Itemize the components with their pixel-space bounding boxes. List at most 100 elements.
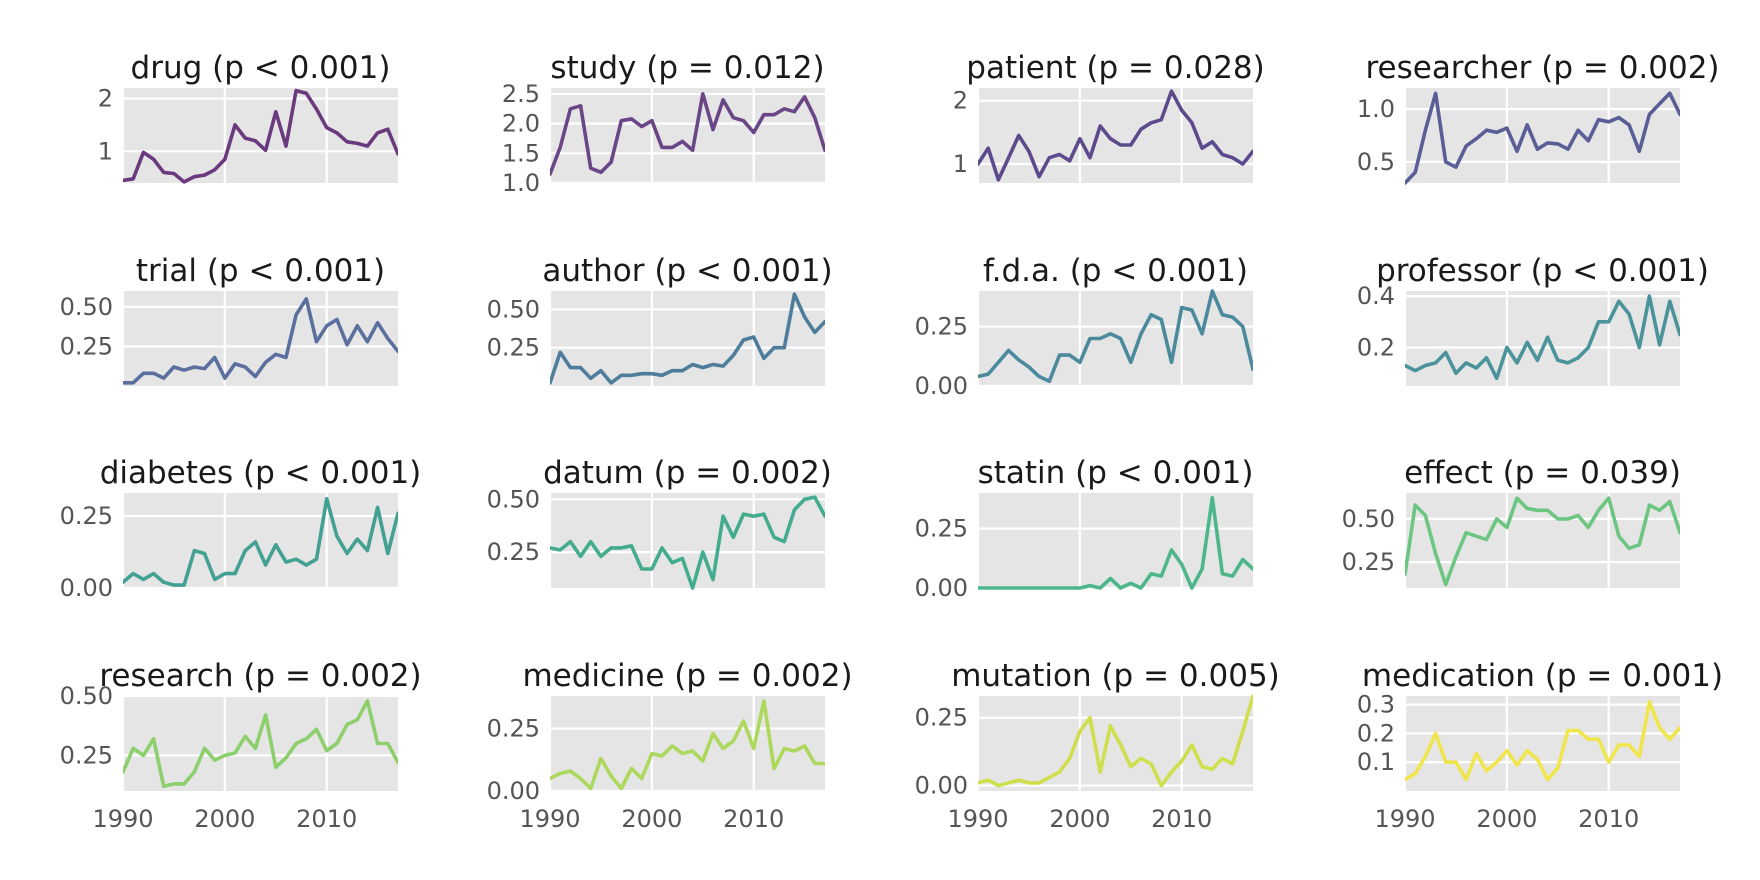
panel-title: trial (p < 0.001) xyxy=(136,253,385,289)
y-tick-label: 2 xyxy=(953,87,968,115)
panel-12: research (p = 0.002) 0.25 0.50 1990 2000 2010 xyxy=(60,658,422,833)
y-tick-label: 0.00 xyxy=(915,772,968,800)
y-tick-label: 0.00 xyxy=(487,777,540,805)
series-line xyxy=(978,289,1253,384)
series-line xyxy=(550,92,825,176)
y-tick-label: 1 xyxy=(953,150,968,178)
y-tick-label: 1.5 xyxy=(502,139,540,167)
panel-title: patient (p = 0.028) xyxy=(966,50,1264,86)
plot-area xyxy=(1405,291,1680,386)
panel-0: drug (p < 0.001) 1 2 xyxy=(98,50,398,184)
panel-10: statin (p < 0.001) 0.00 0.25 xyxy=(915,455,1254,602)
y-tick-label: 2 xyxy=(98,85,113,113)
plot-area xyxy=(978,88,1253,183)
panel-7: professor (p < 0.001) 0.2 0.4 xyxy=(1357,253,1709,386)
panel-3: researcher (p = 0.002) 0.5 1.0 xyxy=(1357,50,1720,185)
panel-title: researcher (p = 0.002) xyxy=(1365,50,1719,86)
plot-area xyxy=(123,696,398,791)
y-tick-label: 0.25 xyxy=(60,502,113,530)
series-line xyxy=(1405,91,1680,185)
y-tick-label: 0.25 xyxy=(915,515,968,543)
x-tick-label: 2000 xyxy=(194,805,255,833)
y-tick-label: 0.00 xyxy=(915,372,968,400)
plot-area xyxy=(1405,696,1680,791)
x-tick-label: 2000 xyxy=(621,805,682,833)
x-tick-label: 2010 xyxy=(723,805,784,833)
panel-title: drug (p < 0.001) xyxy=(131,50,391,86)
panel-2: patient (p = 0.028) 1 2 xyxy=(953,50,1265,183)
plot-area xyxy=(550,88,825,183)
x-tick-label: 1990 xyxy=(1374,805,1435,833)
panel-title: effect (p = 0.039) xyxy=(1404,455,1681,491)
series-line xyxy=(123,297,398,385)
series-line xyxy=(978,495,1253,590)
y-tick-label: 0.2 xyxy=(1357,333,1395,361)
x-tick-label: 1990 xyxy=(92,805,153,833)
series-line xyxy=(123,698,398,789)
plot-area xyxy=(1405,88,1680,183)
y-tick-label: 0.25 xyxy=(60,332,113,360)
panel-title: medication (p = 0.001) xyxy=(1362,658,1723,694)
x-tick-label: 2010 xyxy=(1578,805,1639,833)
y-tick-label: 0.25 xyxy=(487,538,540,566)
series-line xyxy=(550,699,825,791)
series-line xyxy=(978,694,1253,788)
plot-area xyxy=(978,291,1253,386)
y-tick-label: 0.50 xyxy=(60,293,113,321)
panel-title: professor (p < 0.001) xyxy=(1376,253,1709,289)
y-tick-label: 0.50 xyxy=(60,682,113,710)
panel-title: author (p < 0.001) xyxy=(542,253,832,289)
y-tick-label: 2.5 xyxy=(502,80,540,108)
y-tick-label: 0.2 xyxy=(1357,719,1395,747)
panel-title: research (p = 0.002) xyxy=(99,658,421,694)
y-tick-label: 0.50 xyxy=(1342,505,1395,533)
plot-area xyxy=(123,493,398,588)
panel-8: diabetes (p < 0.001) 0.00 0.25 xyxy=(60,455,422,602)
y-tick-label: 0.4 xyxy=(1357,282,1395,310)
panel-15: medication (p = 0.001) 0.10.20.3 1990 2000 2… xyxy=(1357,658,1723,833)
y-tick-label: 2.0 xyxy=(502,110,540,138)
panel-title: medicine (p = 0.002) xyxy=(522,658,852,694)
panel-5: author (p < 0.001) 0.25 0.50 xyxy=(487,253,833,386)
x-tick-label: 2000 xyxy=(1049,805,1110,833)
y-tick-label: 1.0 xyxy=(502,169,540,197)
series-line xyxy=(1405,496,1680,587)
panel-title: study (p = 0.012) xyxy=(550,50,824,86)
series-line xyxy=(550,495,825,590)
panel-9: datum (p = 0.002) 0.25 0.50 xyxy=(487,455,832,590)
y-tick-label: 0.25 xyxy=(915,313,968,341)
y-tick-label: 0.25 xyxy=(1342,548,1395,576)
plot-area xyxy=(550,291,825,386)
panel-13: medicine (p = 0.002) 0.00 0.25 1990 2000 2010 xyxy=(487,658,853,833)
y-tick-label: 0.25 xyxy=(60,741,113,769)
series-line xyxy=(550,292,825,385)
y-tick-label: 1 xyxy=(98,137,113,165)
panel-11: effect (p = 0.039) 0.25 0.50 xyxy=(1342,455,1681,588)
y-tick-label: 0.50 xyxy=(487,295,540,323)
x-tick-label: 1990 xyxy=(947,805,1008,833)
series-line xyxy=(123,496,398,587)
y-tick-label: 0.50 xyxy=(487,485,540,513)
plot-area xyxy=(123,88,398,183)
y-tick-label: 0.25 xyxy=(915,704,968,732)
plot-area xyxy=(550,696,825,791)
y-tick-label: 0.00 xyxy=(60,574,113,602)
y-tick-label: 0.3 xyxy=(1357,691,1395,719)
panel-14: mutation (p = 0.005) 0.00 0.25 1990 2000 2010 xyxy=(915,658,1280,833)
y-tick-label: 0.25 xyxy=(487,715,540,743)
panel-6: f.d.a. (p < 0.001) 0.00 0.25 xyxy=(915,253,1253,400)
y-tick-label: 1.0 xyxy=(1357,95,1395,123)
y-tick-label: 0.5 xyxy=(1357,148,1395,176)
x-tick-label: 2010 xyxy=(1151,805,1212,833)
panel-title: diabetes (p < 0.001) xyxy=(100,455,422,491)
x-tick-label: 1990 xyxy=(519,805,580,833)
panel-4: trial (p < 0.001) 0.25 0.50 xyxy=(60,253,398,386)
series-line xyxy=(1405,294,1680,381)
y-tick-label: 0.1 xyxy=(1357,748,1395,776)
y-tick-label: 0.00 xyxy=(915,574,968,602)
plot-area xyxy=(978,696,1253,791)
series-line xyxy=(978,89,1253,182)
series-line xyxy=(123,88,398,184)
panel-title: statin (p < 0.001) xyxy=(978,455,1254,491)
